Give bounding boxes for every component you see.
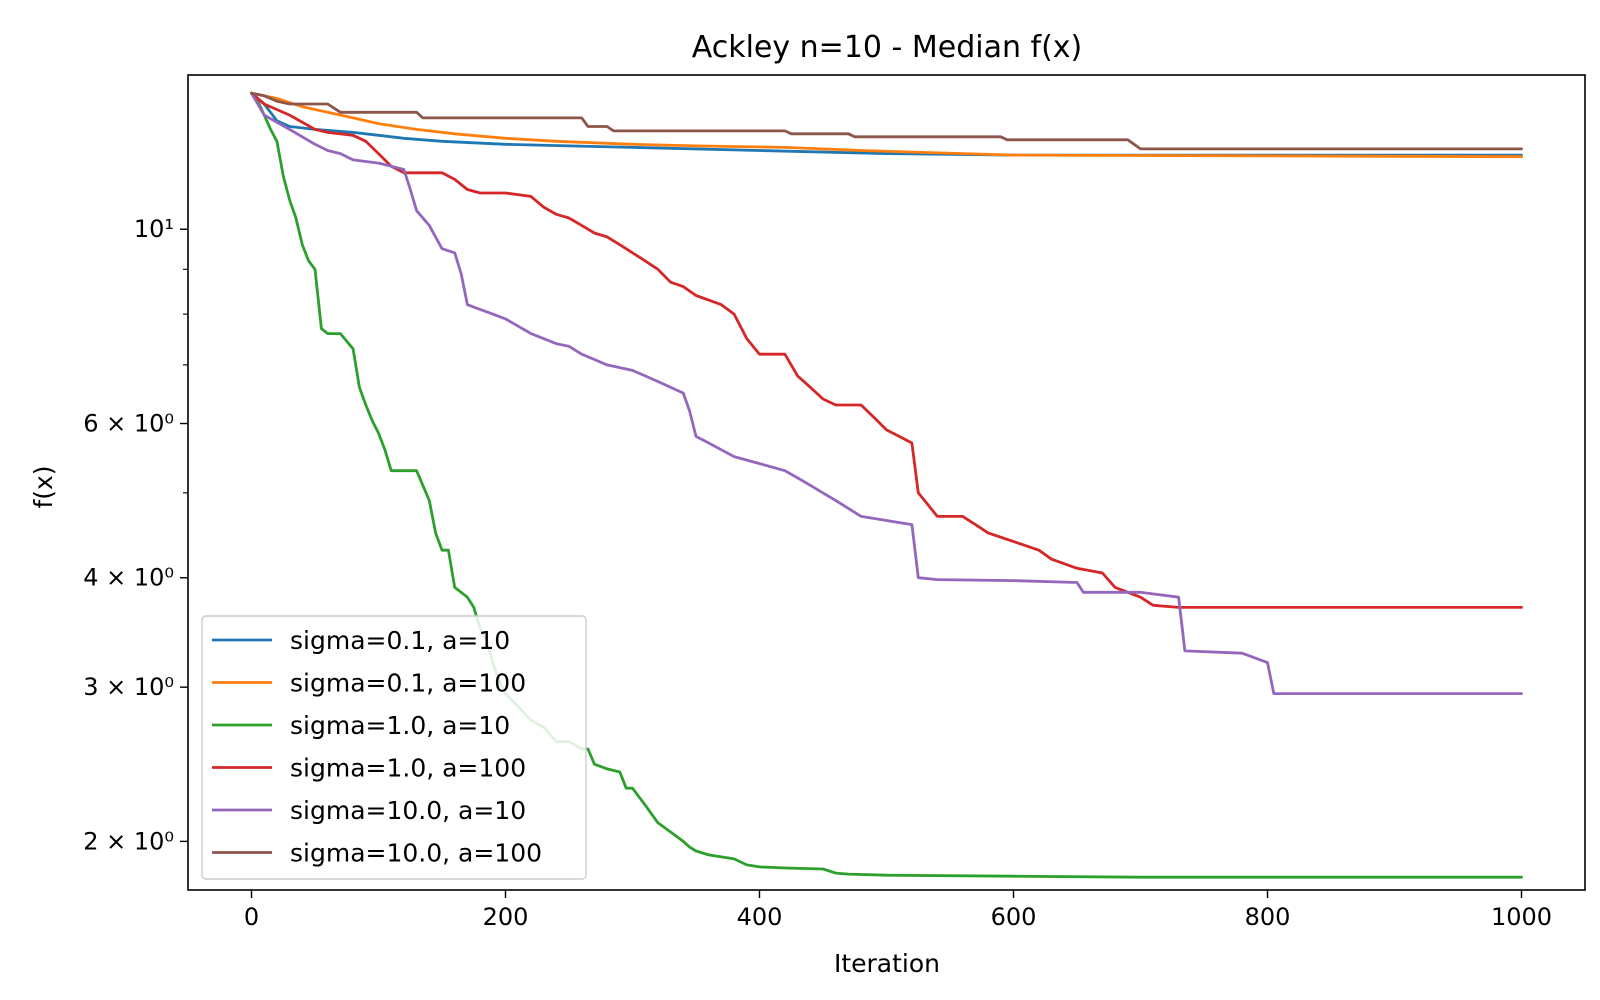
series-line-1 xyxy=(250,91,1523,157)
y-tick-label: 6 × 10⁰ xyxy=(83,410,174,438)
y-axis-title: f(x) xyxy=(29,465,58,508)
x-tick-label: 1000 xyxy=(1491,903,1552,931)
x-axis-title: Iteration xyxy=(834,949,940,978)
legend-label: sigma=10.0, a=10 xyxy=(290,796,526,825)
y-tick-label: 4 × 10⁰ xyxy=(83,564,174,592)
legend-label: sigma=0.1, a=10 xyxy=(290,626,510,655)
x-tick-label: 0 xyxy=(244,903,259,931)
series-line-2 xyxy=(250,91,1523,159)
series-line-5 xyxy=(250,91,1523,695)
legend-label: sigma=1.0, a=10 xyxy=(290,711,510,740)
legend-box xyxy=(201,615,587,880)
x-tick-label: 600 xyxy=(991,903,1037,931)
legend-label: sigma=1.0, a=100 xyxy=(290,754,526,783)
plot-frame xyxy=(187,74,1586,891)
y-tick-label: 2 × 10⁰ xyxy=(83,827,174,855)
y-axis: 2 × 10⁰ 3 × 10⁰ 4 × 10⁰ 6 × 10⁰ 10¹ xyxy=(83,215,188,855)
legend-label: sigma=10.0, a=100 xyxy=(290,839,542,868)
y-tick-label: 3 × 10⁰ xyxy=(83,673,174,701)
x-axis: 0 200 400 600 800 1000 xyxy=(244,890,1552,931)
legend: sigma=0.1, a=10 sigma=0.1, a=100 sigma=1.0… xyxy=(201,615,587,880)
legend-label: sigma=0.1, a=100 xyxy=(290,669,526,698)
x-tick-label: 800 xyxy=(1245,903,1291,931)
x-tick-label: 400 xyxy=(737,903,783,931)
x-tick-label: 200 xyxy=(483,903,529,931)
chart-title: Ackley n=10 - Median f(x) xyxy=(692,30,1083,65)
series-line-4 xyxy=(250,91,1523,609)
y-tick-label: 10¹ xyxy=(134,215,174,243)
series-line-6 xyxy=(250,91,1523,151)
